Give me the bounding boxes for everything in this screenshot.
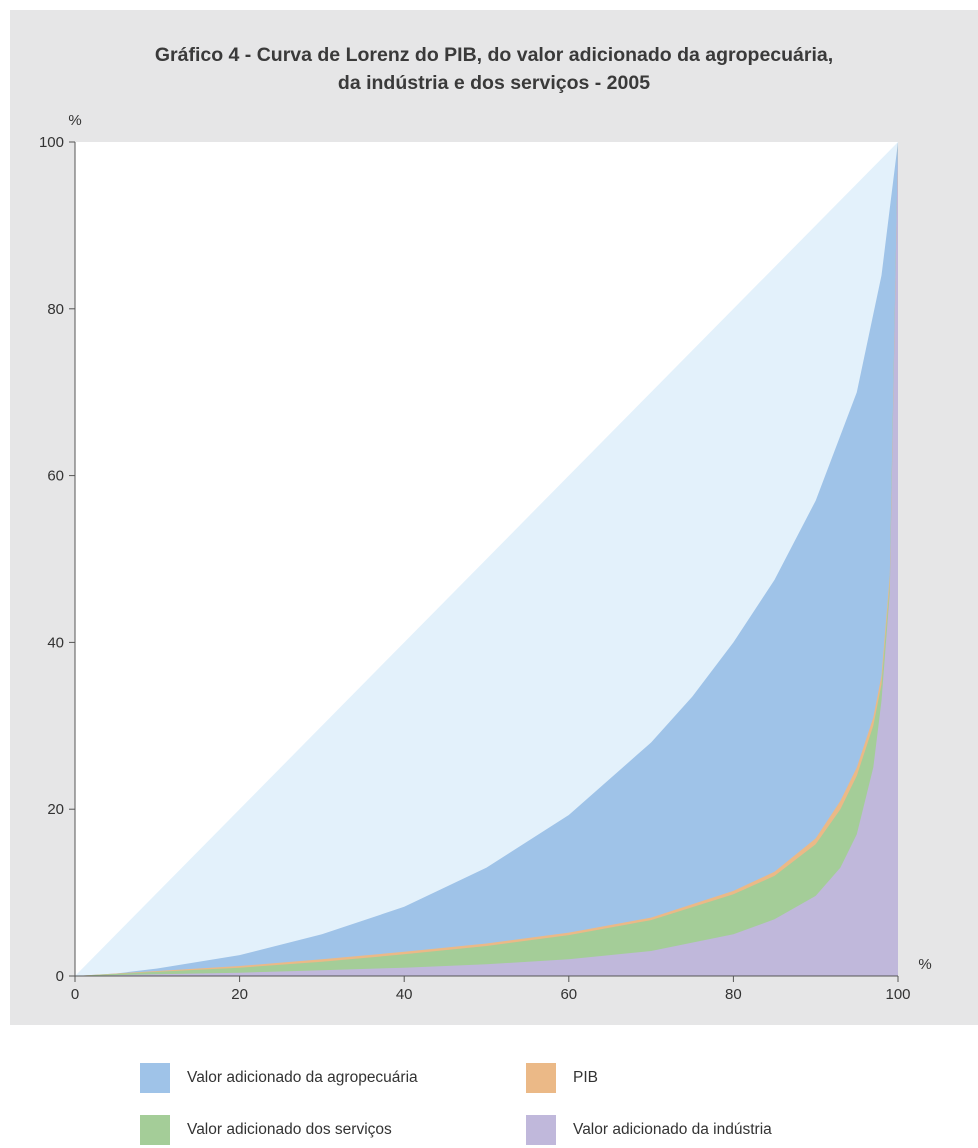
legend-label-agropecuaria: Valor adicionado da agropecuária xyxy=(187,1069,418,1086)
chart-subtitle: da indústria e dos serviços - 2005 xyxy=(337,72,651,94)
legend-label-servicos: Valor adicionado dos serviços xyxy=(187,1121,392,1138)
legend-swatch-servicos xyxy=(140,1115,170,1145)
legend-swatch-agropecuaria xyxy=(140,1063,170,1093)
legend-item-industria: Valor adicionado da indústria xyxy=(526,1115,772,1145)
x-tick-label: 100 xyxy=(885,986,910,1003)
x-tick-label: 60 xyxy=(560,986,577,1003)
legend-swatch-pib xyxy=(526,1063,556,1093)
legend-label-industria: Valor adicionado da indústria xyxy=(573,1121,772,1138)
x-tick-label: 0 xyxy=(71,986,79,1003)
x-axis-label: % xyxy=(918,956,931,973)
y-axis-label: % xyxy=(68,112,81,129)
y-tick-label: 20 xyxy=(47,801,64,818)
y-tick-label: 60 xyxy=(47,468,64,485)
legend-label-pib: PIB xyxy=(573,1069,598,1086)
legend-item-servicos: Valor adicionado dos serviços xyxy=(140,1115,392,1145)
legend-item-agropecuaria: Valor adicionado da agropecuária xyxy=(140,1063,418,1093)
legend-item-pib: PIB xyxy=(526,1063,598,1093)
y-tick-label: 40 xyxy=(47,634,64,651)
area-agropecuaria xyxy=(75,142,898,976)
legend-swatch-industria xyxy=(526,1115,556,1145)
x-tick-label: 40 xyxy=(396,986,413,1003)
y-tick-label: 80 xyxy=(47,301,64,318)
x-tick-label: 80 xyxy=(725,986,742,1003)
area-servicos xyxy=(75,142,898,976)
x-tick-label: 20 xyxy=(231,986,248,1003)
y-tick-label: 0 xyxy=(56,968,64,985)
y-tick-label: 100 xyxy=(39,134,64,151)
chart-title: Gráfico 4 - Curva de Lorenz do PIB, do v… xyxy=(154,44,834,66)
